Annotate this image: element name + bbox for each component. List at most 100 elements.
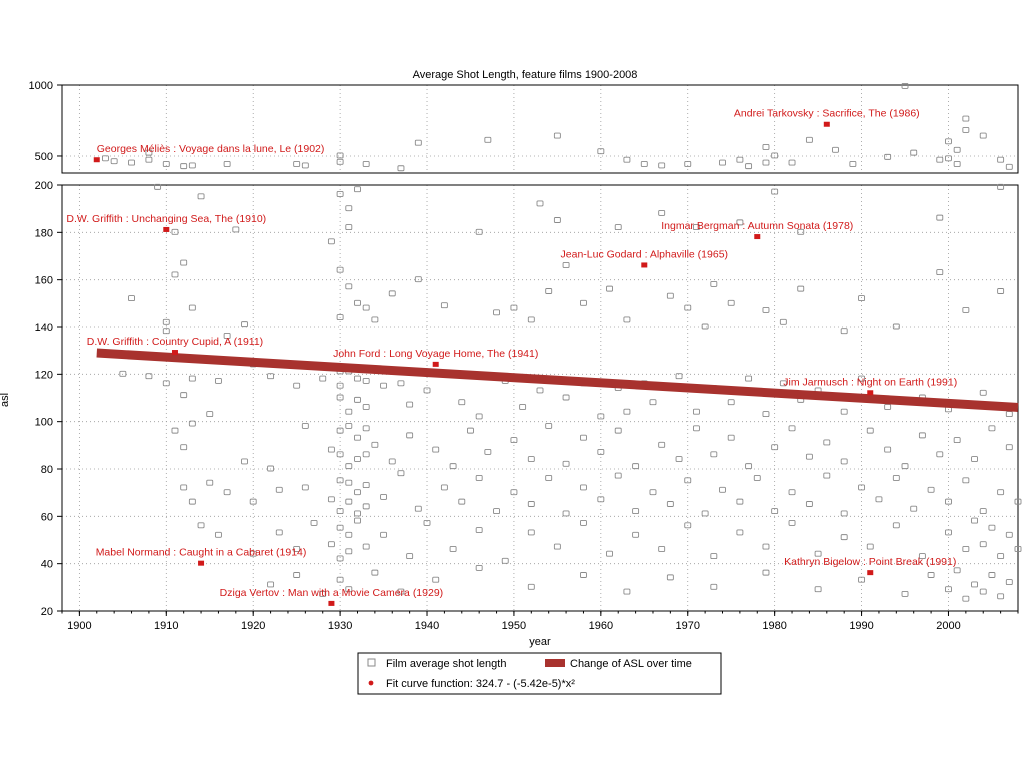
- film-asl-point: [962, 477, 970, 484]
- film-asl-point: [988, 524, 996, 531]
- film-asl-point: [684, 304, 692, 311]
- film-asl-point: [623, 588, 631, 595]
- x-tick-label: 1990: [849, 620, 873, 632]
- film-asl-point: [180, 259, 188, 266]
- film-asl-point: [623, 156, 631, 163]
- film-asl-point: [336, 266, 344, 273]
- film-asl-point: [354, 299, 361, 306]
- film-asl-point: [892, 323, 900, 330]
- film-asl-point: [345, 498, 353, 505]
- film-asl-point: [762, 144, 770, 150]
- highlight-point: [163, 226, 170, 232]
- film-asl-point: [997, 489, 1005, 496]
- film-asl-point: [632, 531, 640, 538]
- chart-title: Average Shot Length, feature films 1900-…: [413, 69, 638, 81]
- highlight-label: Ingmar Bergman : Autumn Sonata (1978): [661, 220, 853, 232]
- film-asl-point: [562, 262, 570, 268]
- film-asl-point: [649, 489, 657, 496]
- film-asl-point: [510, 437, 518, 444]
- film-asl-point: [336, 191, 344, 197]
- film-asl-point: [692, 224, 700, 231]
- film-asl-point: [884, 446, 892, 453]
- film-asl-point: [128, 295, 135, 302]
- y-tick-label: 1000: [29, 80, 53, 92]
- film-asl-point: [945, 138, 952, 145]
- axis-ticks: 1900 1910 1920 1930 1940 1950 1960 1970 1980 1990…: [29, 80, 1019, 632]
- film-asl-point: [762, 543, 770, 550]
- film-asl-point: [840, 534, 848, 541]
- film-asl-point: [684, 522, 692, 529]
- film-asl-point: [979, 132, 987, 139]
- highlight-point: [328, 600, 335, 606]
- film-asl-point: [293, 382, 301, 389]
- film-asl-point: [397, 165, 405, 172]
- film-asl-point: [475, 475, 483, 481]
- film-asl-point: [484, 448, 492, 455]
- film-asl-point: [788, 489, 796, 496]
- film-asl-point: [519, 404, 527, 410]
- film-asl-point: [458, 498, 466, 505]
- film-asl-point: [692, 408, 700, 415]
- film-asl-point: [484, 136, 492, 143]
- highlight-label: Mabel Normand : Caught in a Cabaret (191…: [96, 547, 307, 559]
- film-asl-point: [945, 586, 952, 593]
- film-asl-point: [336, 152, 344, 159]
- film-asl-point: [362, 543, 370, 550]
- film-asl-point: [623, 316, 631, 323]
- x-tick-label: 1900: [67, 620, 91, 632]
- film-asl-point: [510, 489, 518, 496]
- highlight-label: Jim Jarmusch : Night on Earth (1991): [783, 376, 957, 388]
- film-asl-point: [145, 149, 153, 156]
- film-asl-point: [805, 136, 813, 143]
- film-asl-point: [971, 517, 978, 524]
- film-asl-point: [345, 224, 353, 231]
- legend-frame: [357, 652, 722, 695]
- film-asl-point: [736, 498, 744, 505]
- film-asl-point: [362, 404, 370, 410]
- film-asl-point: [884, 404, 892, 410]
- film-asl-point: [354, 489, 361, 496]
- film-asl-point: [327, 446, 335, 453]
- film-asl-point: [354, 396, 361, 403]
- film-asl-point: [406, 432, 414, 439]
- bottom-panel-grid: [62, 185, 1018, 611]
- film-asl-point: [336, 576, 344, 583]
- film-asl-point: [997, 183, 1005, 190]
- film-asl-point: [710, 280, 718, 287]
- film-asl-point: [267, 465, 275, 472]
- legend-item-change-asl: Change of ASL over time: [570, 658, 692, 670]
- film-asl-point: [953, 437, 961, 444]
- x-tick-label: 2000: [936, 620, 960, 632]
- film-asl-point: [1014, 498, 1022, 505]
- film-asl-point: [988, 572, 996, 578]
- film-asl-point: [945, 529, 952, 536]
- film-asl-point: [301, 484, 309, 491]
- highlight-point: [432, 361, 439, 367]
- film-asl-point: [892, 522, 900, 529]
- film-asl-point: [145, 373, 153, 380]
- y-tick-label: 80: [41, 464, 53, 476]
- film-asl-point: [545, 475, 553, 481]
- film-asl-point: [275, 529, 283, 536]
- film-asl-point: [527, 316, 535, 323]
- film-asl-point: [684, 477, 692, 484]
- film-asl-point: [267, 373, 275, 380]
- y-tick-label: 140: [35, 322, 53, 334]
- y-tick-label: 120: [35, 369, 53, 381]
- film-asl-point: [936, 214, 944, 221]
- film-asl-point: [901, 463, 909, 470]
- film-asl-point: [345, 479, 353, 486]
- film-asl-point: [901, 590, 909, 597]
- film-asl-point: [971, 456, 978, 462]
- film-asl-point: [945, 498, 952, 505]
- film-asl-point: [475, 413, 483, 420]
- film-asl-point: [814, 550, 822, 557]
- film-asl-point: [840, 408, 848, 415]
- top-panel-grid: [62, 85, 1018, 173]
- film-asl-point: [119, 370, 127, 377]
- film-asl-point: [536, 200, 544, 207]
- film-asl-point: [997, 593, 1005, 600]
- film-asl-point: [345, 531, 353, 538]
- film-asl-point: [614, 472, 622, 479]
- legend: Film average shot length Change of ASL o…: [357, 652, 722, 695]
